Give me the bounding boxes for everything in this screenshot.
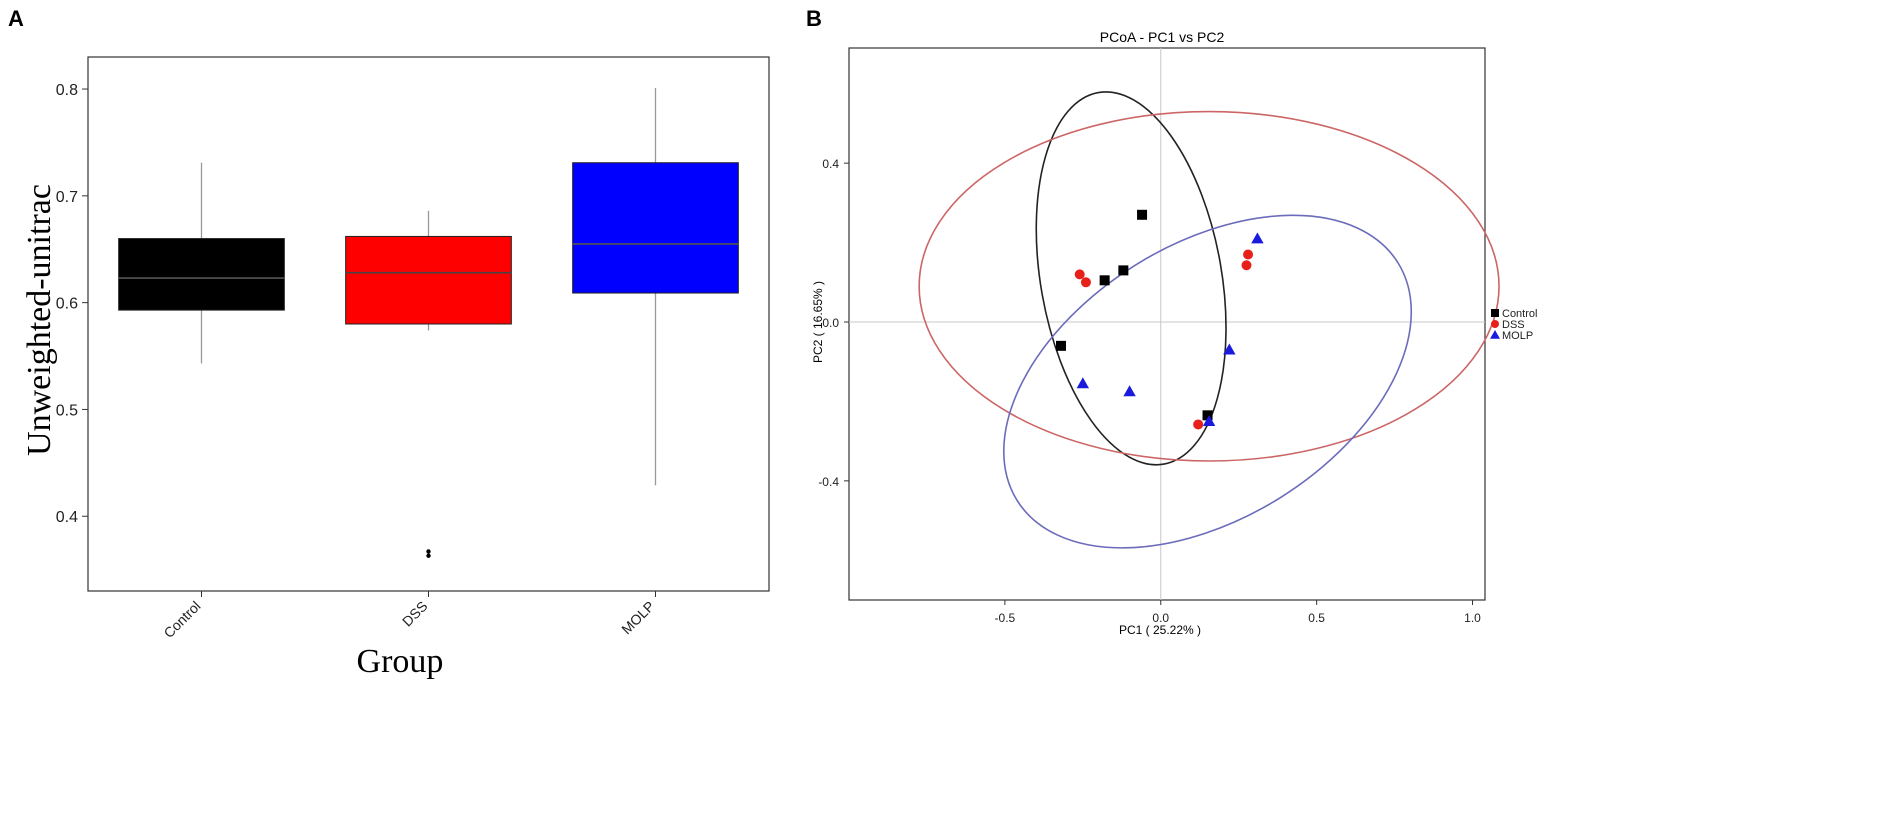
- boxplot-outlier: [426, 553, 431, 558]
- pcoa-x-tick-label: 0.5: [1308, 611, 1325, 625]
- boxplot-y-tick-label: 0.4: [56, 509, 78, 526]
- pcoa-title: PCoA - PC1 vs PC2: [1100, 29, 1225, 45]
- pcoa-point-molp: [1202, 414, 1216, 427]
- pcoa-y-tick-label: -0.4: [818, 475, 839, 489]
- boxplot-panel: 0.4 0.5 0.6 0.7 0.8 Control DSS MOLP Unweighted…: [21, 56, 770, 680]
- boxplot-y-tick-label: 0.5: [56, 402, 78, 419]
- pcoa-point-dss: [1074, 269, 1085, 280]
- legend-marker-molp: [1490, 329, 1500, 339]
- boxplot-y-tick-label: 0.6: [56, 296, 78, 313]
- boxplot-outlier: [426, 549, 431, 554]
- pcoa-point-molp: [1123, 385, 1136, 397]
- boxplot-box: [345, 235, 512, 325]
- legend-label-molp: MOLP: [1502, 330, 1533, 342]
- legend-marker-control: [1491, 309, 1499, 317]
- pcoa-x-tick-label: -0.5: [995, 611, 1016, 625]
- boxplot-x-axis-label: Group: [357, 643, 444, 680]
- pcoa-point-control: [1099, 275, 1110, 286]
- pcoa-y-axis-label: PC2 ( 16.65% ): [811, 281, 825, 363]
- pcoa-y-tick-label: 0.0: [822, 316, 839, 330]
- pcoa-ellipse-control: [1035, 91, 1227, 466]
- pcoa-point-control: [1137, 209, 1148, 220]
- pcoa-x-tick-label: 0.0: [1152, 611, 1169, 625]
- pcoa-point-control: [1056, 340, 1066, 351]
- pcoa-ellipse-dss: [918, 110, 1500, 462]
- legend-label-control: Control: [1502, 308, 1537, 320]
- pcoa-point-dss: [1193, 419, 1204, 430]
- boxplot-x-tick-label: DSS: [399, 598, 431, 630]
- pcoa-point-control: [1202, 410, 1213, 421]
- pcoa-point-dss: [1241, 260, 1252, 271]
- pcoa-x-axis-label: PC1 ( 25.22% ): [1119, 623, 1201, 637]
- pcoa-point-molp: [1223, 343, 1236, 355]
- pcoa-point-dss: [1080, 277, 1091, 288]
- pcoa-point-control: [1118, 265, 1129, 276]
- legend-marker-dss: [1491, 320, 1499, 328]
- pcoa-panel: -0.5 0.0 0.5 1.0 -0.4 0.0 0.4 PCoA - PC1 vs PC…: [811, 29, 1537, 637]
- boxplot-y-axis-label: Unweighted-unitrac: [21, 184, 58, 456]
- pcoa-ellipse-molp: [1002, 214, 1413, 549]
- boxplot-x-tick-label: MOLP: [618, 598, 657, 637]
- pcoa-marks: -0.5 0.0 0.5 1.0 -0.4 0.0 0.4: [818, 48, 1500, 625]
- pcoa-point-molp: [1251, 232, 1264, 244]
- boxplot-y-tick-label: 0.7: [56, 189, 78, 206]
- boxplot-x-tick-label: Control: [160, 598, 203, 641]
- pcoa-plot-frame: [848, 47, 1486, 601]
- pcoa-point-dss: [1243, 249, 1254, 260]
- pcoa-point-molp: [1076, 377, 1090, 389]
- panel-a-letter: A: [8, 6, 24, 31]
- boxplot-box: [572, 162, 739, 294]
- panel-b-letter: B: [806, 6, 822, 31]
- legend-label-dss: DSS: [1502, 319, 1525, 331]
- boxplot-marks: 0.4 0.5 0.6 0.7 0.8 Control DSS MOLP: [56, 82, 739, 641]
- boxplot-y-tick-label: 0.8: [56, 82, 78, 99]
- pcoa-x-tick-label: 1.0: [1464, 611, 1481, 625]
- boxplot-box: [118, 238, 285, 311]
- pcoa-y-tick-label: 0.4: [822, 157, 839, 171]
